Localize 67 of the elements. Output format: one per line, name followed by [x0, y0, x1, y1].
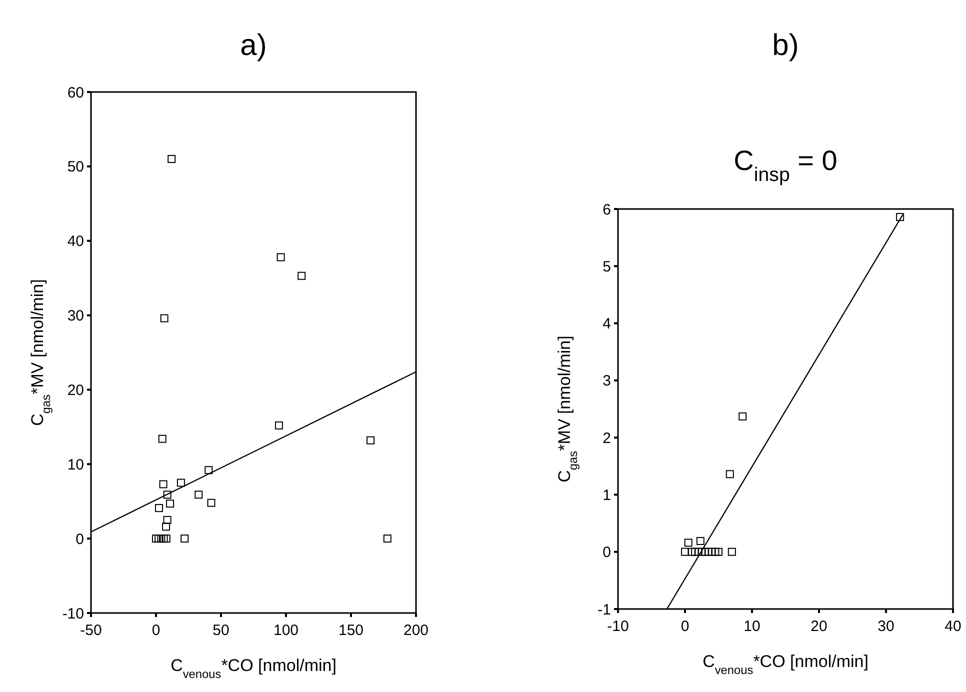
x-tick-label: 30 — [878, 618, 894, 635]
x-tick-label: 10 — [744, 618, 760, 635]
point — [896, 213, 904, 221]
point — [711, 548, 720, 556]
point — [696, 537, 704, 545]
point — [159, 480, 168, 488]
y-tick-label: 6 — [602, 201, 611, 218]
y-tick-label: 0 — [76, 530, 84, 548]
y-tick-label: 4 — [602, 316, 611, 333]
point — [366, 436, 374, 444]
point — [298, 272, 306, 280]
y-tick-label: 40 — [67, 233, 84, 250]
point — [163, 490, 172, 499]
point — [714, 548, 722, 556]
y-tick-label: 50 — [67, 158, 84, 176]
point — [163, 516, 172, 524]
point — [168, 154, 176, 163]
point — [180, 534, 189, 543]
x-tick-label: 40 — [944, 618, 962, 635]
y-tick-label: 60 — [67, 84, 84, 102]
point — [176, 478, 185, 487]
point — [704, 548, 712, 556]
y-tick-label: 1 — [602, 486, 611, 504]
point — [728, 548, 736, 556]
y-tick-label: -1 — [598, 601, 611, 618]
x-tick-label: 0 — [680, 618, 690, 635]
y-tick-label: 5 — [602, 258, 611, 276]
point — [152, 534, 160, 543]
x-tick-label: 150 — [338, 622, 364, 639]
point — [194, 490, 203, 499]
point — [162, 534, 170, 543]
x-axis-title: C$_{venous}$*CO [nmol/min] — [170, 656, 336, 681]
point — [684, 538, 692, 547]
y-tick-label: 2 — [602, 430, 611, 447]
x-tick-label: 200 — [403, 622, 429, 639]
point — [738, 412, 747, 420]
x-tick-label: 100 — [273, 622, 299, 639]
chart-subtitle: C$_{insp}$ = 0 — [734, 145, 838, 186]
x-tick-label: 20 — [810, 618, 828, 635]
point — [274, 421, 283, 430]
point — [204, 466, 213, 474]
x-tick-label: 50 — [212, 622, 230, 639]
point — [726, 470, 734, 478]
point — [681, 548, 689, 556]
y-tick-label: 30 — [67, 308, 84, 325]
x-tick-label: -50 — [80, 622, 102, 639]
y-tick-label: -10 — [62, 605, 84, 622]
point — [160, 534, 168, 543]
y-tick-label: 3 — [602, 372, 611, 390]
chart-title: b) — [772, 29, 799, 62]
point — [166, 500, 174, 508]
chart-title: a) — [240, 29, 267, 62]
x-tick-label: 0 — [152, 622, 160, 639]
point — [154, 504, 163, 512]
x-axis-title: C$_{venous}$*CO [nmol/min] — [702, 652, 868, 677]
point — [160, 314, 168, 322]
y-tick-label: 0 — [602, 544, 611, 562]
point — [698, 548, 706, 556]
point — [162, 522, 170, 531]
point — [157, 534, 166, 543]
point — [276, 253, 285, 262]
point — [154, 534, 163, 543]
y-tick-label: 10 — [67, 456, 84, 474]
point — [158, 434, 166, 443]
point — [383, 534, 392, 543]
y-tick-label: 20 — [67, 382, 84, 399]
point — [207, 498, 216, 507]
